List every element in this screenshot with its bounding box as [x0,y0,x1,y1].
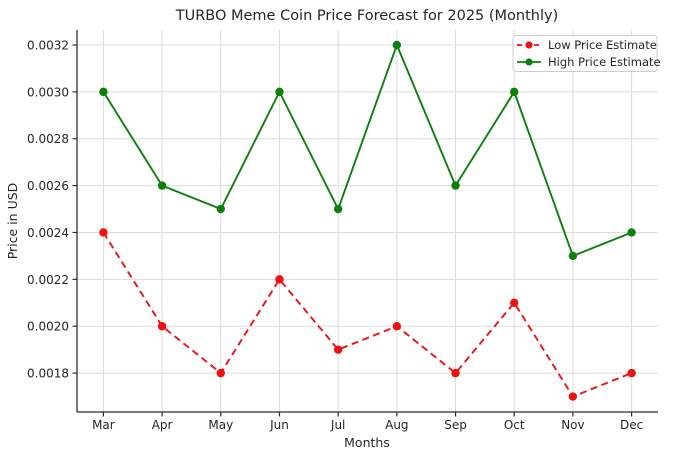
data-point-low [627,368,636,378]
data-point-high [451,181,460,190]
legend-marker-low [525,41,533,49]
gridlines [77,30,658,412]
legend-box [512,35,658,72]
data-point-high [392,40,402,50]
data-point-low [392,322,402,331]
y-tick-label: 0.0024 [27,226,69,240]
x-tick-label: Aug [385,418,408,432]
y-tick-label: 0.0030 [27,85,69,99]
x-tick-label: Oct [504,418,525,432]
y-tick-label: 0.0020 [27,320,69,334]
legend-label-high: High Price Estimate [548,55,661,69]
axis-ticks: Mar Apr May Jun Jul Aug Sep Oct Nov Dec 0.0018 0.00… [27,38,643,432]
x-tick-label: Jul [330,418,345,432]
data-point-high [275,87,284,97]
data-point-high [99,87,108,97]
y-tick-label: 0.0018 [27,367,69,381]
data-series [99,40,636,401]
series-line-high [102,44,632,257]
x-tick-label: Dec [620,418,643,432]
series-line-low [102,231,632,398]
y-tick-label: 0.0022 [27,273,69,287]
x-tick-label: Apr [152,418,173,432]
y-tick-label: 0.0028 [27,132,69,146]
data-point-high [627,228,636,237]
legend-label-low: Low Price Estimate [548,38,657,52]
data-point-high [510,87,519,97]
data-point-low [157,322,167,331]
data-point-low [99,228,108,237]
y-axis-label: Price in USD [5,183,20,260]
data-point-low [333,345,343,354]
x-tick-label: May [208,418,233,432]
data-point-low [451,368,460,378]
axes-spines [76,30,658,413]
legend: Low Price Estimate High Price Estimate [512,35,661,72]
chart-title: TURBO Meme Coin Price Forecast for 2025 … [175,8,559,24]
data-point-low [510,298,519,307]
x-tick-label: Sep [444,418,467,432]
data-point-high [333,204,343,214]
x-tick-label: Nov [561,418,584,432]
x-tick-label: Mar [92,418,115,432]
legend-item-low: Low Price Estimate [517,38,657,52]
data-point-low [275,275,284,284]
data-point-low [568,392,578,401]
y-tick-label: 0.0032 [27,38,69,52]
x-tick-label: Jun [269,418,289,432]
data-point-low [216,368,225,378]
data-point-high [216,204,225,214]
data-point-high [157,181,167,190]
x-axis-label: Months [344,435,390,450]
legend-item-high: High Price Estimate [517,55,661,69]
legend-marker-high [525,58,533,66]
data-point-high [568,251,578,261]
y-tick-label: 0.0026 [27,179,69,193]
